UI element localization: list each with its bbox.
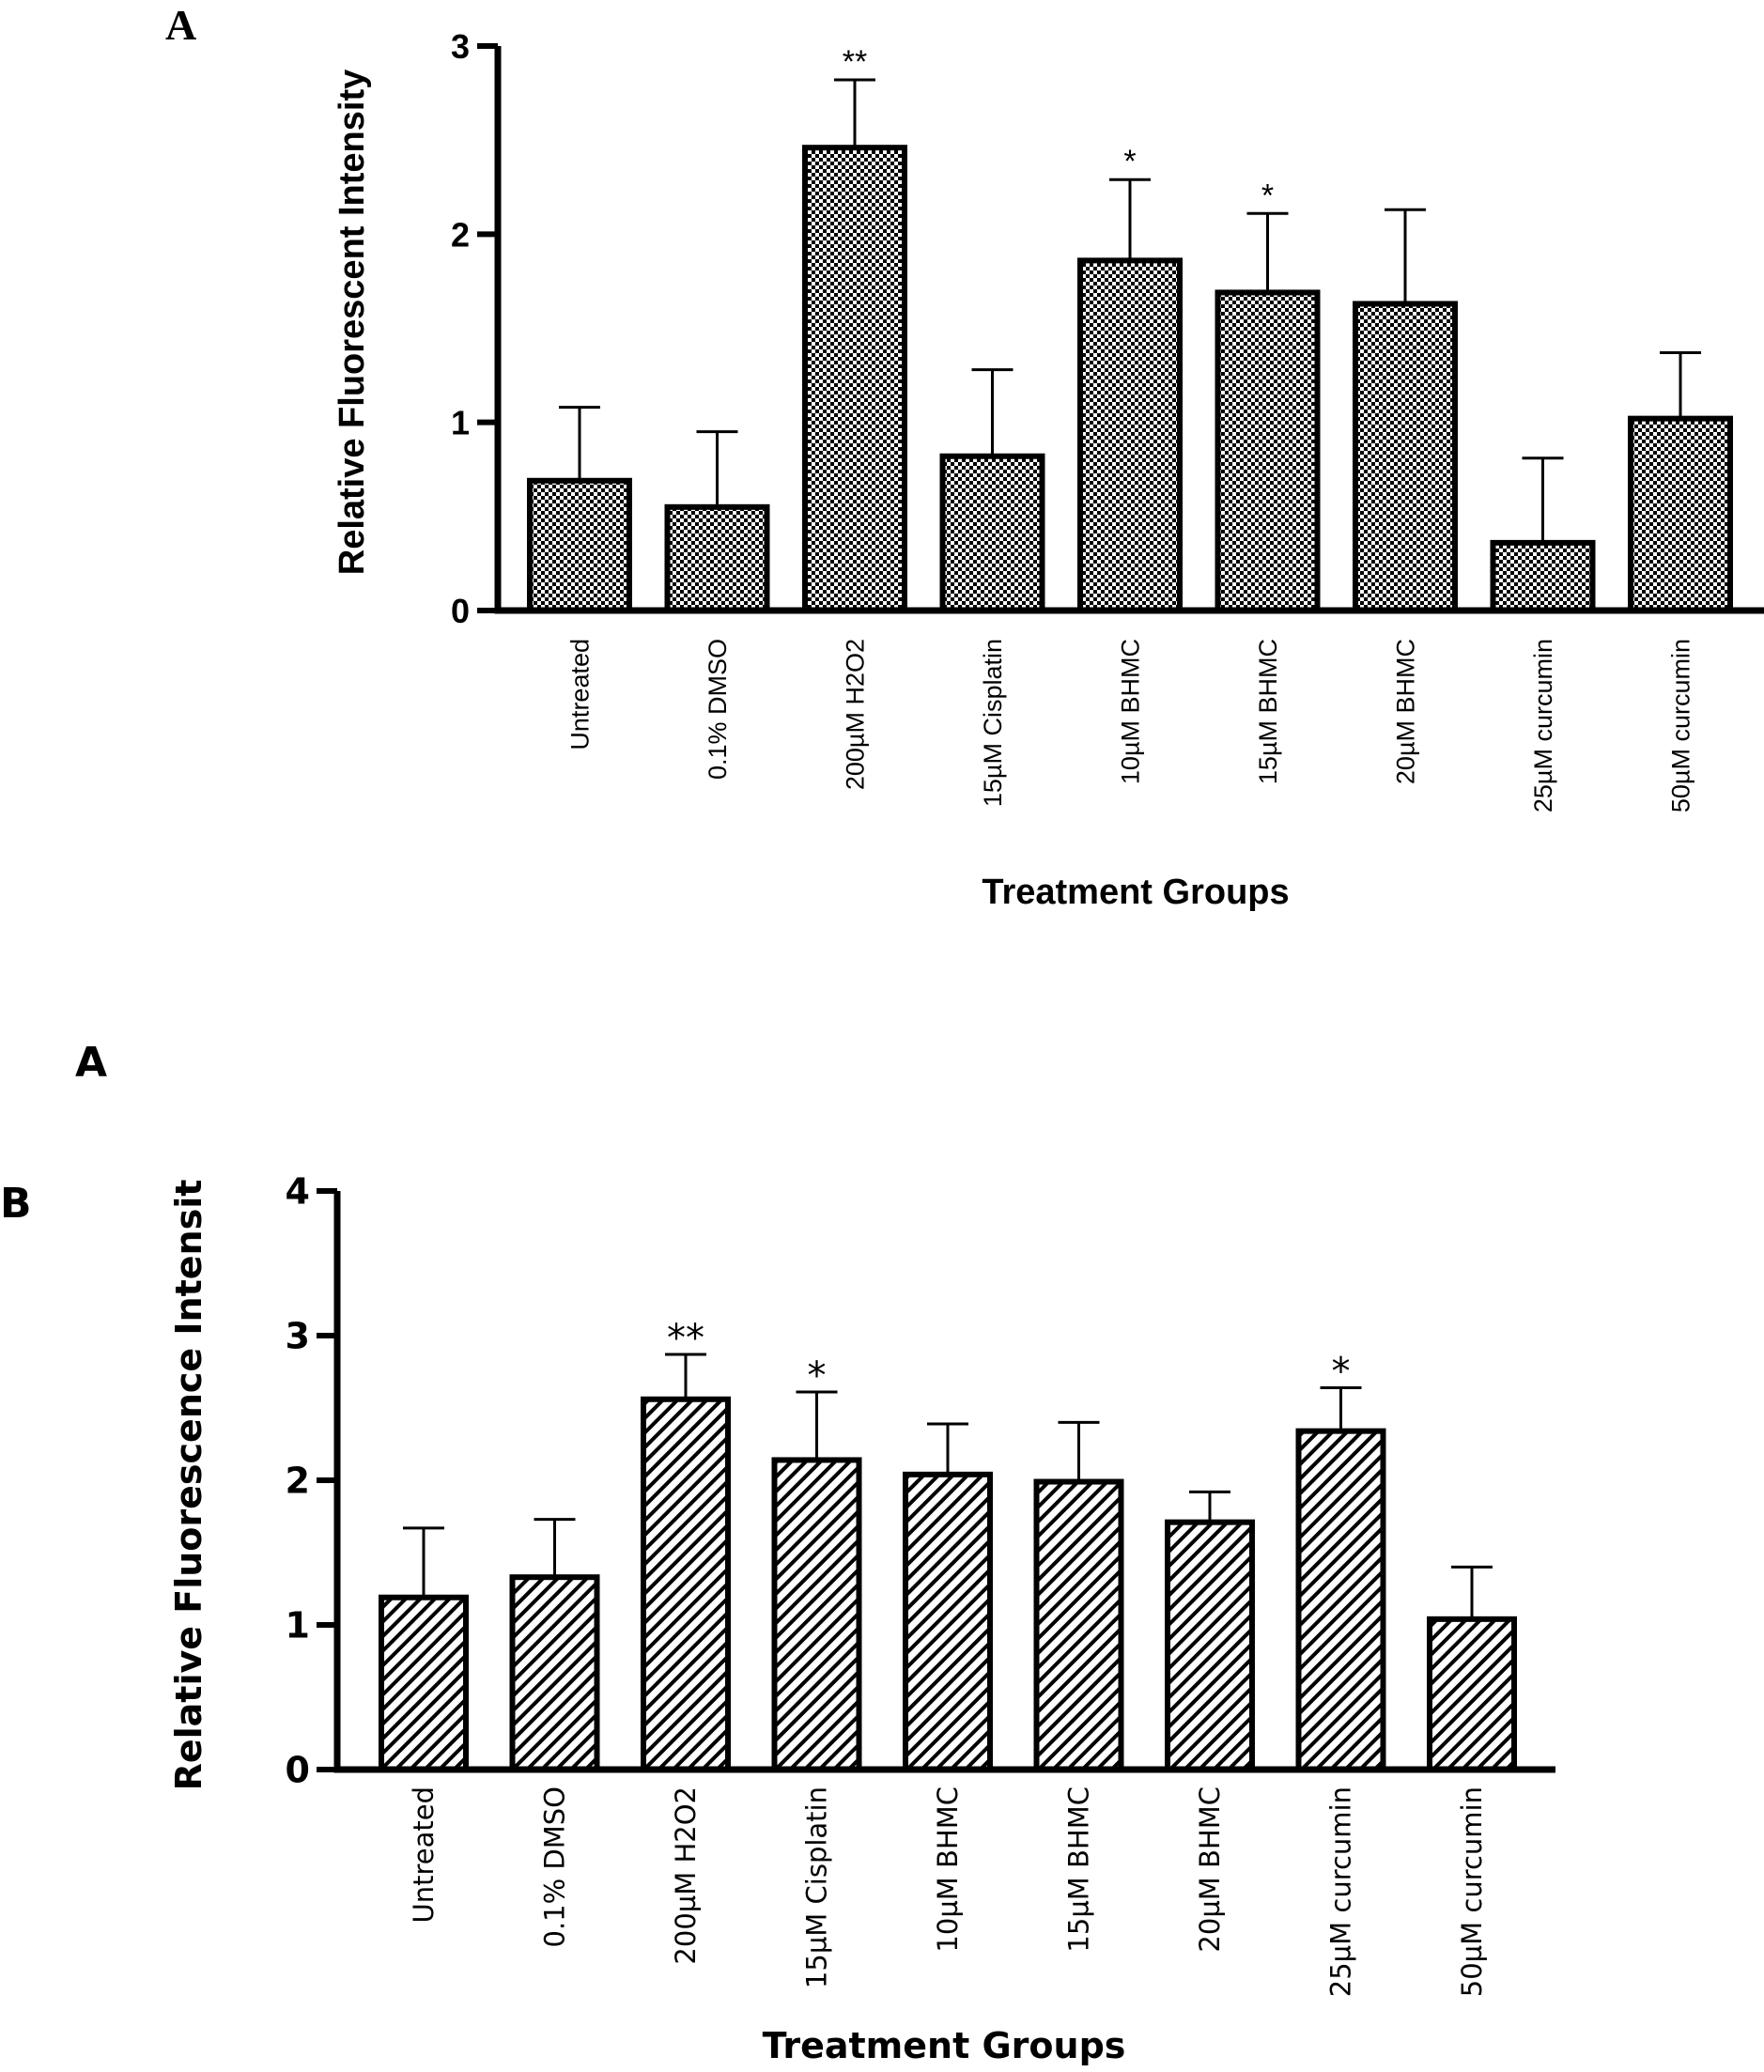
category-label: 20µM BHMC <box>1391 639 1419 784</box>
bar <box>379 1594 469 1772</box>
chart-a-y-axis: 0 1 2 3 <box>451 27 502 630</box>
significance-marker: * <box>1332 1350 1351 1393</box>
significance-marker: ** <box>667 1317 704 1360</box>
category-label: 20µM BHMC <box>1194 1786 1226 1953</box>
category-label: 0.1% DMSO <box>539 1786 571 1947</box>
chart-b-y-axis-label: Relative Fluorescence Intensit <box>168 1180 209 1791</box>
panel-label-middle: A <box>75 1039 107 1087</box>
category-label: 25µM curcumin <box>1325 1786 1357 1997</box>
category-label: 15µM Cisplatin <box>801 1786 833 1988</box>
category-label: 50µM curcumin <box>1666 639 1694 812</box>
bar <box>1165 1519 1255 1773</box>
bar <box>664 503 770 613</box>
bar <box>903 1471 993 1772</box>
bar <box>509 1574 600 1773</box>
significance-marker: ** <box>843 44 867 80</box>
category-label: 50µM curcumin <box>1456 1786 1488 1997</box>
bar <box>1033 1478 1124 1773</box>
category-label: 0.1% DMSO <box>704 639 732 780</box>
y-tick-label: 2 <box>286 1461 310 1502</box>
chart-b-y-axis: 0 1 2 3 4 <box>286 1171 341 1791</box>
significance-marker: * <box>808 1354 827 1398</box>
bar <box>1427 1616 1517 1772</box>
bar <box>1628 415 1733 613</box>
bar <box>1353 301 1458 613</box>
bar <box>641 1396 731 1772</box>
y-tick-label: 0 <box>286 1750 310 1791</box>
y-tick-label: 0 <box>451 592 470 630</box>
panel-label-top: A <box>165 1 196 49</box>
category-label: 15µM Cisplatin <box>979 639 1007 807</box>
chart-b-x-axis: Untreated 0.1% DMSO 200µM H2O2 15µM Cisplat… <box>333 1766 1555 1997</box>
chart-a-x-axis-label: Treatment Groups <box>982 873 1289 912</box>
chart-a-significance: **** <box>843 44 1274 213</box>
y-tick-label: 3 <box>451 27 470 66</box>
category-label: 200µM H2O2 <box>841 639 869 790</box>
category-label: Untreated <box>408 1786 440 1924</box>
chart-a-x-axis: Untreated 0.1% DMSO 200µM H2O2 15µM Cisplat… <box>494 607 1764 812</box>
bar <box>1490 539 1596 614</box>
category-label: 200µM H2O2 <box>670 1786 702 1965</box>
y-tick-label: 3 <box>286 1316 310 1357</box>
bar <box>802 145 907 613</box>
category-label: 10µM BHMC <box>932 1786 964 1953</box>
chart-b-significance: *** * <box>667 1317 1351 1398</box>
category-label: 15µM BHMC <box>1063 1786 1095 1953</box>
y-tick-label: 4 <box>286 1171 310 1213</box>
category-label: Untreated <box>565 639 594 750</box>
bar <box>939 453 1045 613</box>
panel-label-bottom: B <box>0 1180 32 1228</box>
category-label: 15µM BHMC <box>1254 639 1282 784</box>
significance-marker: * <box>1261 178 1274 213</box>
bar <box>1077 257 1183 613</box>
chart-a-y-axis-label: Relative Fluorescent Intensity <box>333 70 372 576</box>
bar <box>1215 289 1321 613</box>
significance-marker: * <box>1123 144 1136 179</box>
bar <box>771 1457 862 1772</box>
chart-b-x-axis-label: Treatment Groups <box>763 2025 1126 2066</box>
bar <box>527 477 632 613</box>
chart-b-errorbars <box>403 1353 1493 1619</box>
category-label: 10µM BHMC <box>1116 639 1144 784</box>
y-tick-label: 2 <box>451 215 470 254</box>
y-tick-label: 1 <box>286 1605 310 1647</box>
category-label: 25µM curcumin <box>1529 639 1557 812</box>
chart-a-errorbars <box>559 78 1701 543</box>
y-tick-label: 1 <box>451 404 470 442</box>
bar <box>1295 1428 1386 1772</box>
